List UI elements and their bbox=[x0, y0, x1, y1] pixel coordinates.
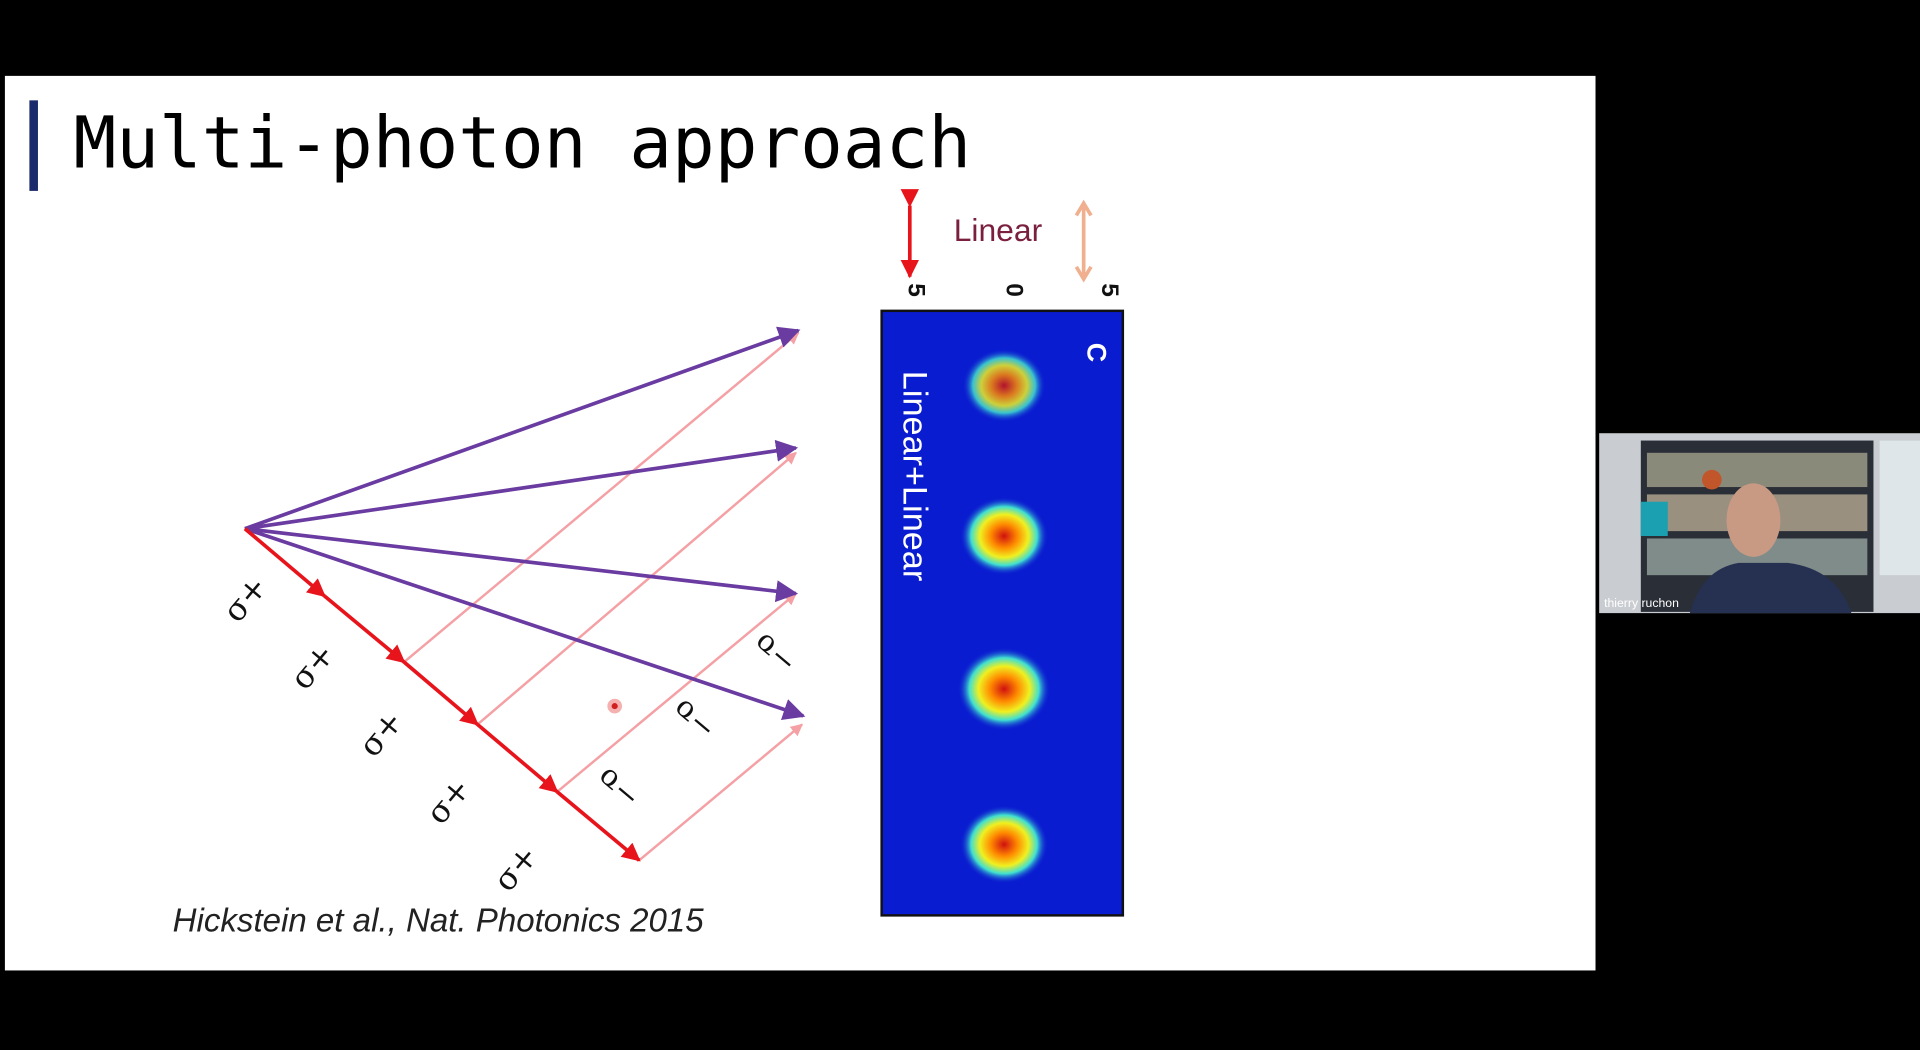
purple-arrow bbox=[244, 526, 799, 603]
image-panel: Linear+Linear C bbox=[880, 309, 1125, 917]
red-arrow bbox=[402, 660, 479, 726]
webcam-tile: thierry ruchon bbox=[1599, 433, 1920, 614]
purple-arrow bbox=[244, 526, 806, 721]
panel-axis-tick: 0 bbox=[1001, 283, 1028, 297]
red-arrow bbox=[476, 723, 559, 794]
cursor-dot bbox=[611, 703, 618, 710]
slide bbox=[4, 75, 1596, 971]
person-head bbox=[1726, 483, 1781, 557]
pink-arrow bbox=[403, 331, 800, 664]
red-arrow bbox=[243, 527, 326, 598]
shelf-books bbox=[1646, 452, 1868, 488]
citation: Hickstein et al., Nat. Photonics 2015 bbox=[173, 902, 705, 939]
panel-axis-tick: 5 bbox=[1096, 283, 1123, 297]
spot bbox=[962, 348, 1046, 423]
ball bbox=[1702, 469, 1722, 490]
red-arrow bbox=[555, 790, 641, 862]
panel-axis-tick: 5 bbox=[903, 283, 930, 297]
purple-arrow bbox=[244, 439, 799, 531]
participant-name: thierry ruchon bbox=[1604, 596, 1679, 610]
window bbox=[1879, 440, 1920, 576]
polarization-label: Linear bbox=[954, 212, 1043, 248]
purple-arrow bbox=[244, 326, 801, 531]
pink-arrow bbox=[476, 451, 797, 726]
slide-title: Multi-photon approach bbox=[73, 102, 971, 185]
spot bbox=[960, 805, 1049, 884]
object bbox=[1640, 501, 1668, 537]
title-accent bbox=[29, 100, 38, 191]
red-arrow bbox=[323, 594, 406, 664]
spot bbox=[957, 647, 1051, 731]
salmon-arrowheads bbox=[1074, 199, 1093, 283]
panel-caption: Linear+Linear bbox=[896, 371, 934, 581]
panel-label: C bbox=[1081, 343, 1111, 362]
person-body bbox=[1689, 562, 1852, 614]
pink-arrow bbox=[638, 723, 803, 862]
pink-arrow bbox=[556, 592, 797, 793]
spot bbox=[960, 496, 1049, 576]
